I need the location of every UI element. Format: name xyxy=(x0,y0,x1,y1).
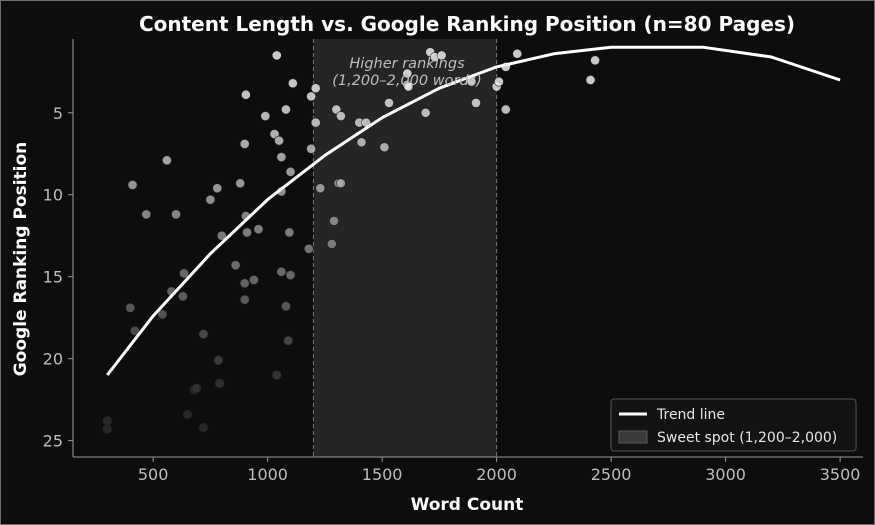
sweet-spot-annotation-line1: Higher rankings xyxy=(349,56,465,72)
data-point xyxy=(125,302,136,313)
data-point xyxy=(590,55,600,66)
sweet-spot-band xyxy=(313,39,497,457)
data-point xyxy=(329,216,339,226)
data-point xyxy=(281,104,291,115)
data-point xyxy=(402,68,413,79)
data-point xyxy=(512,48,523,59)
x-axis-label: Word Count xyxy=(411,495,524,515)
data-point xyxy=(285,166,296,177)
data-point xyxy=(585,75,596,85)
data-point xyxy=(239,278,250,289)
legend: Trend line Sweet spot (1,200–2,000) xyxy=(610,398,857,452)
x-tick-label: 3000 xyxy=(705,465,746,484)
data-point xyxy=(271,50,282,61)
data-point xyxy=(178,291,188,302)
x-tick-label: 1000 xyxy=(247,465,288,484)
data-point xyxy=(102,424,113,435)
data-point xyxy=(191,383,202,394)
data-point xyxy=(230,260,241,271)
data-point xyxy=(306,91,317,102)
data-point xyxy=(240,89,251,100)
data-point xyxy=(283,335,294,346)
data-point xyxy=(179,268,189,279)
x-tick-label: 2500 xyxy=(591,465,632,484)
y-tick-label: 25 xyxy=(43,432,63,451)
data-point xyxy=(310,117,321,128)
data-point xyxy=(284,227,295,238)
data-point xyxy=(260,111,271,121)
data-point xyxy=(420,107,431,118)
data-point xyxy=(248,275,259,285)
y-tick-label: 5 xyxy=(53,104,63,123)
data-point xyxy=(336,111,346,121)
y-tick-label: 10 xyxy=(43,186,63,205)
data-point xyxy=(171,209,181,220)
data-point xyxy=(356,137,367,148)
plot-area: 500 1000 1500 2000 2500 3000 3500 5 10 15 20 25 High… xyxy=(43,39,863,484)
data-point xyxy=(315,183,326,194)
data-point xyxy=(436,50,447,61)
data-point xyxy=(285,270,296,280)
data-point xyxy=(281,301,291,312)
data-point xyxy=(239,139,250,149)
data-point xyxy=(198,329,209,339)
data-point xyxy=(326,239,337,249)
data-point xyxy=(384,98,394,108)
data-point xyxy=(253,224,264,235)
x-tick-label: 500 xyxy=(138,465,169,484)
sweet-spot-annotation-line2: (1,200–2,000 words) xyxy=(332,73,482,89)
data-point xyxy=(471,98,481,108)
data-point xyxy=(494,76,504,87)
data-point xyxy=(102,416,113,426)
legend-box xyxy=(610,398,857,452)
data-point xyxy=(161,155,172,166)
data-point xyxy=(271,370,282,380)
data-point xyxy=(239,294,250,305)
data-point xyxy=(403,81,414,92)
data-point xyxy=(141,209,152,220)
data-point xyxy=(129,325,140,336)
legend-sweet-spot-swatch xyxy=(618,430,648,444)
trend-line xyxy=(106,45,841,376)
y-axis-label: Google Ranking Position xyxy=(11,142,31,377)
data-point xyxy=(379,142,390,153)
data-point xyxy=(216,230,227,241)
data-point xyxy=(235,178,246,189)
y-tick-label: 15 xyxy=(43,268,63,287)
data-point xyxy=(310,83,321,94)
legend-label: Trend line xyxy=(656,407,725,423)
x-tick-label: 2000 xyxy=(476,465,517,484)
legend-label: Sweet spot (1,200–2,000) xyxy=(657,430,837,446)
x-tick-label: 1500 xyxy=(362,465,403,484)
data-point xyxy=(276,266,287,277)
data-point xyxy=(274,135,284,146)
data-point xyxy=(212,183,223,194)
data-point xyxy=(214,378,225,389)
chart-title: Content Length vs. Google Ranking Positi… xyxy=(139,12,795,36)
data-point xyxy=(213,355,224,366)
data-point xyxy=(287,78,298,89)
data-point xyxy=(306,143,317,154)
data-point xyxy=(303,243,314,254)
data-point xyxy=(336,178,346,189)
x-tick-label: 3500 xyxy=(820,465,861,484)
data-point xyxy=(500,104,511,115)
data-point xyxy=(276,152,287,162)
y-tick-label: 20 xyxy=(43,350,63,369)
data-point xyxy=(205,194,216,205)
data-point xyxy=(127,179,138,190)
data-point xyxy=(198,422,209,433)
data-point xyxy=(157,309,168,320)
data-point xyxy=(242,227,252,238)
data-point xyxy=(182,409,193,420)
